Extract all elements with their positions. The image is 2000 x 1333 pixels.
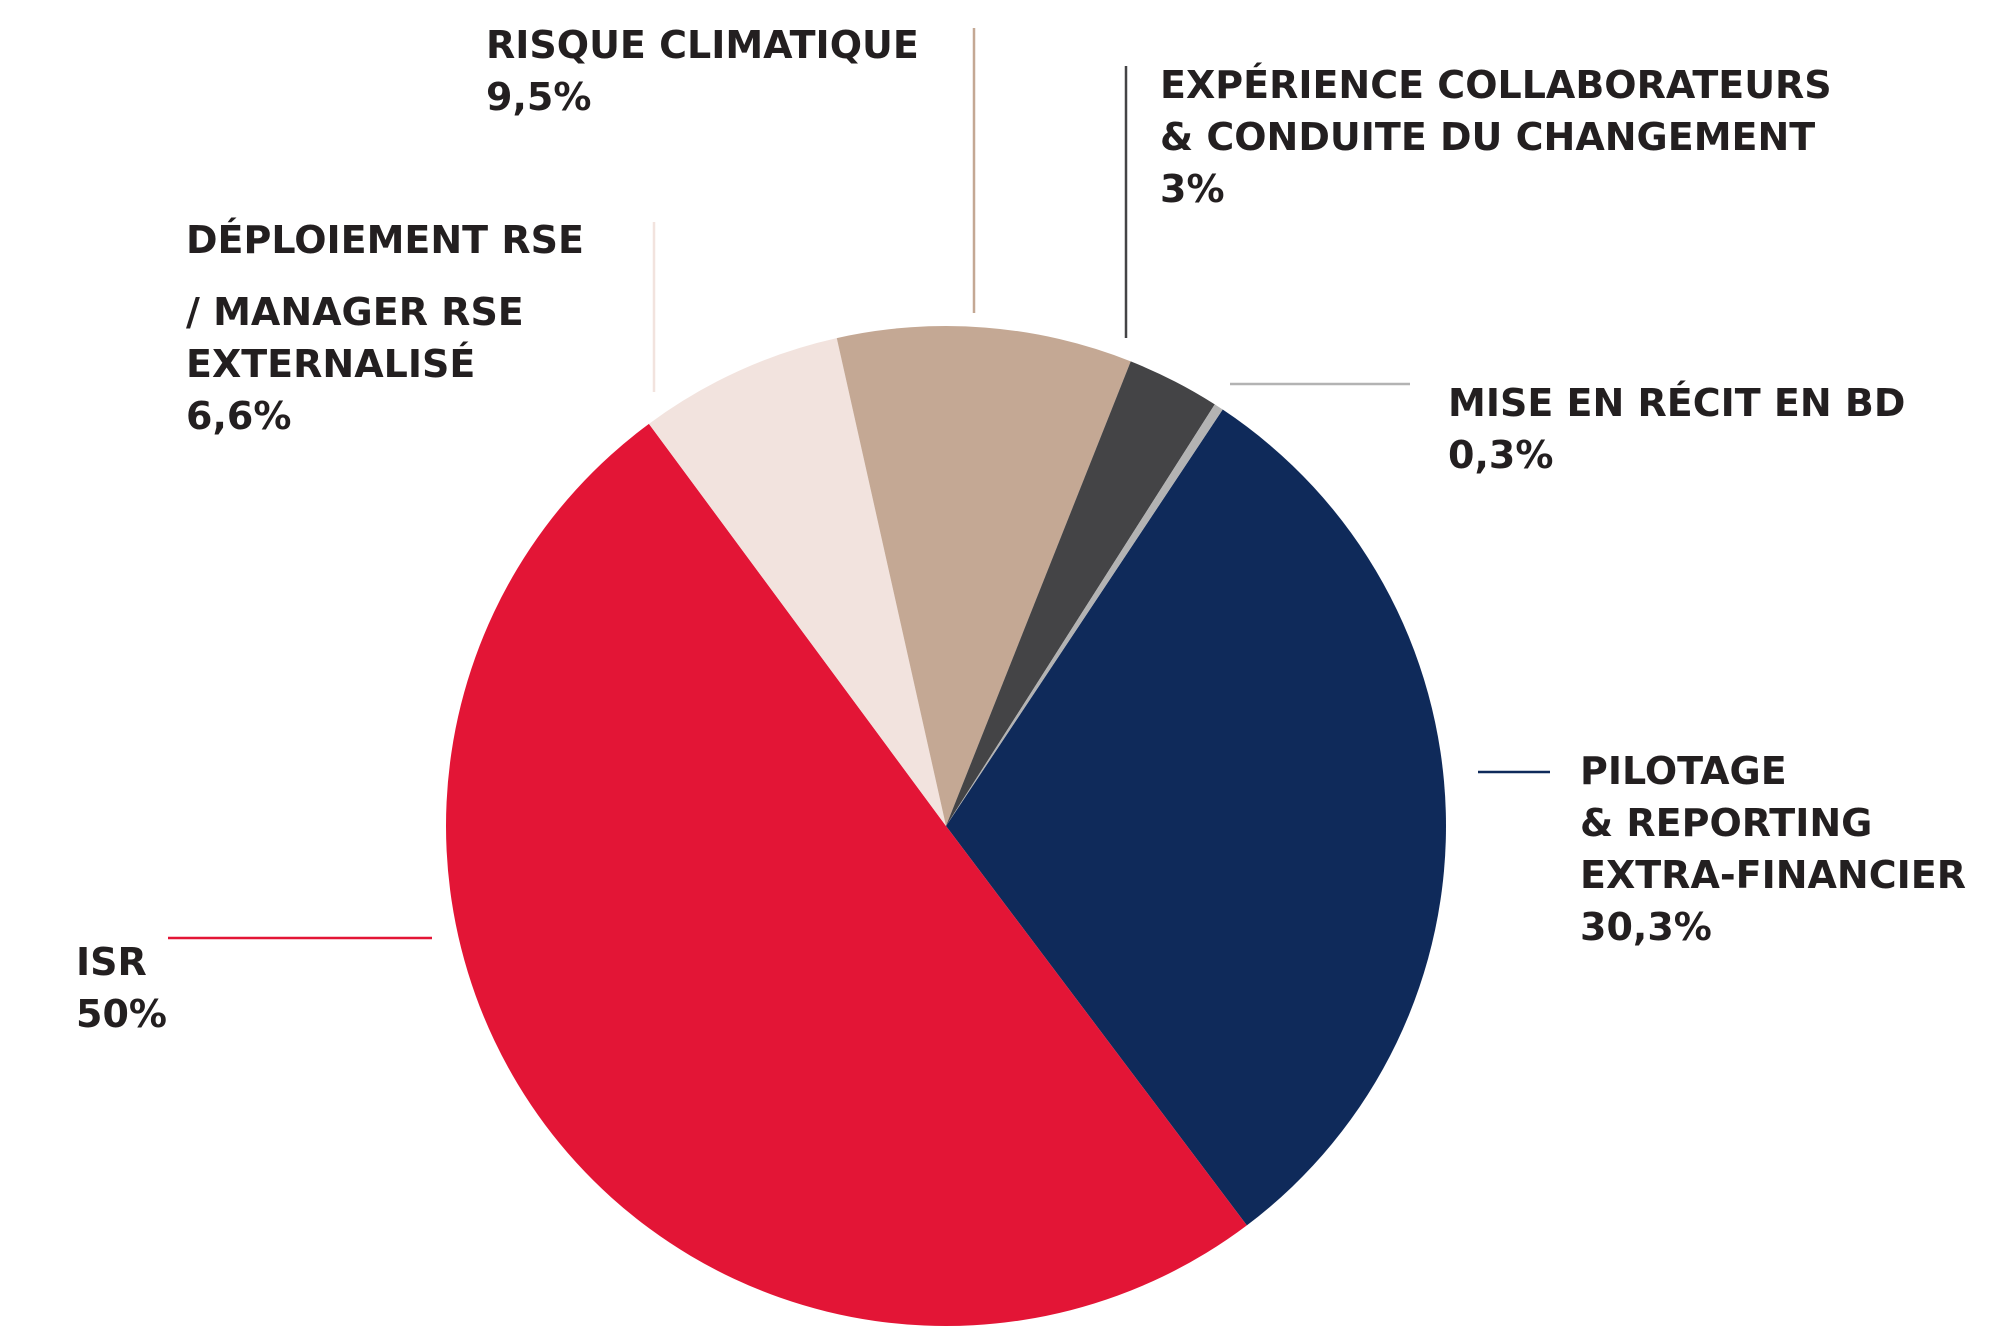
slice-label-pilotage-line-2: & REPORTING bbox=[1580, 801, 1872, 845]
slice-label-deploiement-rse-line-3: EXTERNALISÉ bbox=[186, 342, 475, 386]
slice-label-deploiement-rse-line-1: DÉPLOIEMENT RSE bbox=[186, 218, 584, 262]
slice-label-experience-collaborateurs-line-2: & CONDUITE DU CHANGEMENT bbox=[1160, 115, 1815, 159]
slice-label-risque-climatique-line-1: RISQUE CLIMATIQUE bbox=[486, 23, 919, 67]
pie-slice-pilotage bbox=[946, 409, 1447, 1226]
pie-slice-mise-en-recit-en-bd bbox=[946, 404, 1223, 826]
slice-value-pilotage: 30,3% bbox=[1580, 905, 1712, 949]
slice-value-deploiement-rse: 6,6% bbox=[186, 394, 291, 438]
pie-slice-experience-collaborateurs bbox=[946, 361, 1215, 826]
slice-label-pilotage-line-3: EXTRA-FINANCIER bbox=[1580, 853, 1966, 897]
slice-label-pilotage-line-1: PILOTAGE bbox=[1580, 749, 1787, 793]
leader-lines bbox=[168, 28, 1550, 940]
slice-label-experience-collaborateurs-line-1: EXPÉRIENCE COLLABORATEURS bbox=[1160, 63, 1832, 107]
pie-slice-deploiement-rse bbox=[648, 338, 946, 826]
slice-label-isr-line-1: ISR bbox=[76, 940, 147, 984]
pie-slice-risque-climatique bbox=[836, 326, 1131, 826]
slice-value-experience-collaborateurs: 3% bbox=[1160, 167, 1225, 211]
slice-value-isr: 50% bbox=[76, 992, 167, 1036]
slice-value-risque-climatique: 9,5% bbox=[486, 75, 591, 119]
slice-label-deploiement-rse-line-2: / MANAGER RSE bbox=[186, 290, 524, 334]
pie-slices bbox=[446, 326, 1447, 1326]
slice-labels: PILOTAGE & REPORTING EXTRA-FINANCIER 30,3% I… bbox=[76, 23, 1966, 1036]
pie-slice-isr bbox=[446, 423, 1247, 1326]
slice-value-mise-en-recit-en-bd: 0,3% bbox=[1448, 433, 1553, 477]
slice-label-mise-en-recit-en-bd-line-1: MISE EN RÉCIT EN BD bbox=[1448, 381, 1905, 425]
